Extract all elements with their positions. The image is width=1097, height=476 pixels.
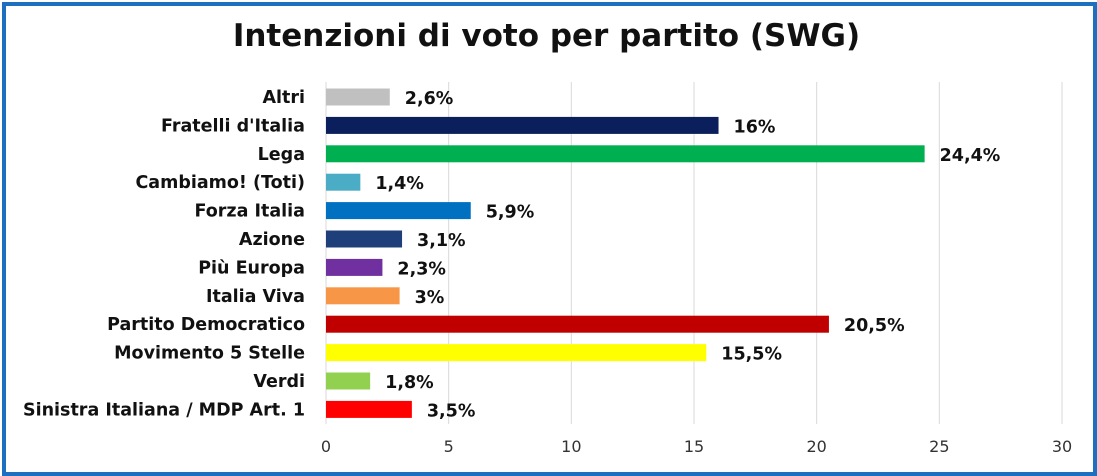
data-label: 3,5% <box>427 401 476 421</box>
category-label: Movimento 5 Stelle <box>114 344 305 364</box>
category-label: Lega <box>258 145 305 165</box>
data-label: 20,5% <box>844 316 905 336</box>
bar <box>326 116 719 134</box>
data-label: 1,8% <box>385 373 434 393</box>
category-label: Sinistra Italiana / MDP Art. 1 <box>23 400 305 420</box>
x-tick-label: 10 <box>561 437 581 456</box>
data-label: 24,4% <box>940 146 1001 166</box>
bar <box>326 88 390 106</box>
bar <box>326 400 412 418</box>
x-tick-label: 25 <box>929 437 949 456</box>
data-label: 2,6% <box>405 89 454 109</box>
category-label: Azione <box>239 230 305 250</box>
category-label: Altri <box>262 88 305 108</box>
x-tick-label: 15 <box>684 437 704 456</box>
category-label: Fratelli d'Italia <box>161 116 305 136</box>
data-label: 5,9% <box>486 203 535 223</box>
data-label: 2,3% <box>397 259 446 279</box>
x-tick-label: 0 <box>321 437 331 456</box>
bar <box>326 145 925 163</box>
bar <box>326 287 400 305</box>
category-label: Italia Viva <box>206 287 305 307</box>
bar <box>326 372 371 390</box>
bar <box>326 315 829 333</box>
x-tick-label: 5 <box>444 437 454 456</box>
bar <box>326 344 707 362</box>
category-label: Cambiamo! (Toti) <box>135 173 305 193</box>
data-label: 15,5% <box>721 345 782 365</box>
category-label: Partito Democratico <box>107 315 305 335</box>
x-tick-label: 20 <box>806 437 826 456</box>
data-label: 3,1% <box>417 231 466 251</box>
data-label: 3% <box>415 288 445 308</box>
bar <box>326 258 383 276</box>
category-label: Verdi <box>253 372 305 392</box>
data-label: 1,4% <box>375 174 424 194</box>
bar <box>326 173 361 191</box>
category-label: Più Europa <box>198 258 305 278</box>
data-label: 16% <box>734 117 776 137</box>
category-label: Forza Italia <box>195 202 305 222</box>
bar <box>326 230 403 248</box>
x-tick-label: 30 <box>1052 437 1072 456</box>
chart-title: Intenzioni di voto per partito (SWG) <box>232 18 861 54</box>
bar <box>326 202 471 220</box>
